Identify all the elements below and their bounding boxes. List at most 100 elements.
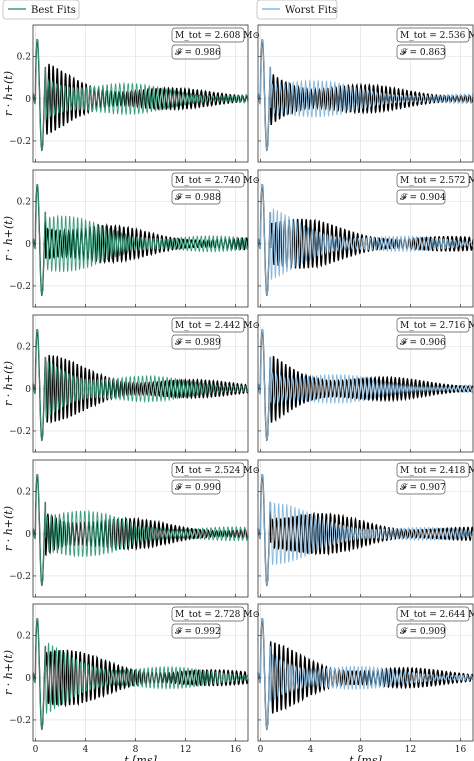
panel-3-worst: M_tot = 2.418 M⊙ 𝓕 = 0.907	[257, 459, 474, 598]
x-tick-label: 8	[358, 745, 364, 755]
x-tick-label: 16	[455, 745, 467, 755]
mtot-annotation: M_tot = 2.716 M⊙	[400, 321, 474, 331]
panel-0-worst: M_tot = 2.536 M⊙ 𝓕 = 0.863	[257, 24, 474, 163]
x-tick-label: 0	[33, 745, 39, 755]
y-tick-label: −0.2	[9, 716, 31, 726]
y-axis-label: r · h+(t)	[2, 506, 15, 551]
match-annotation: 𝓕 = 0.988	[175, 193, 221, 203]
legend-worst: Worst Fits	[256, 0, 338, 20]
panel-frame	[257, 459, 474, 598]
legend-worst-label: Worst Fits	[285, 5, 337, 16]
panel-frame	[257, 24, 474, 163]
best-fit-waveform-line	[32, 183, 249, 296]
x-axis-label: t [ms]	[349, 754, 382, 761]
match-annotation-box	[396, 44, 446, 60]
worst-fit-waveform-line	[257, 38, 474, 151]
y-tick-label: 0	[25, 674, 31, 684]
x-tick-label: 4	[308, 745, 314, 755]
match-annotation: 𝓕 = 0.904	[400, 193, 446, 203]
best-fit-waveform-line	[32, 473, 249, 586]
worst-fit-waveform-line	[257, 183, 474, 296]
match-annotation: 𝓕 = 0.989	[175, 338, 221, 348]
mtot-annotation-box	[171, 27, 245, 43]
panel-frame	[32, 314, 249, 453]
y-axis-label: r · h+(t)	[2, 216, 15, 261]
panel-2-worst: M_tot = 2.716 M⊙ 𝓕 = 0.906	[257, 314, 474, 453]
mtot-annotation-box	[396, 606, 470, 622]
panel-frame	[32, 169, 249, 308]
match-annotation: 𝓕 = 0.906	[400, 338, 446, 348]
reference-waveform-line	[257, 328, 474, 442]
x-tick-label: 12	[180, 745, 191, 755]
mtot-annotation: M_tot = 2.728 M⊙	[175, 610, 260, 620]
y-axis-label: r · h+(t)	[2, 650, 15, 695]
match-annotation: 𝓕 = 0.986	[175, 48, 221, 58]
reference-waveform-line	[32, 617, 249, 731]
y-tick-label: 0.2	[17, 632, 31, 642]
x-tick-label: 16	[230, 745, 242, 755]
worst-fit-waveform-line	[257, 617, 474, 730]
panel-3-best: −0.2 0 0.2r · h+(t) M_tot = 2.524 M⊙ 𝓕 = 0.9…	[2, 459, 260, 598]
best-fit-waveform-line	[32, 38, 249, 151]
match-annotation-box	[396, 189, 446, 205]
panel-1-worst: M_tot = 2.572 M⊙ 𝓕 = 0.904	[257, 169, 474, 308]
match-annotation: 𝓕 = 0.907	[400, 483, 446, 493]
mtot-annotation-box	[171, 172, 245, 188]
mtot-annotation: M_tot = 2.442 M⊙	[175, 321, 260, 331]
panel-frame	[257, 169, 474, 308]
legend-best-box	[2, 0, 80, 20]
x-tick-label: 8	[133, 745, 139, 755]
y-tick-label: 0.2	[17, 488, 31, 498]
worst-fit-waveform-line	[257, 473, 474, 586]
y-tick-label: 0.2	[17, 198, 31, 208]
mtot-annotation: M_tot = 2.536 M⊙	[400, 31, 474, 41]
y-tick-label: 0.2	[17, 53, 31, 63]
panel-2-best: −0.2 0 0.2r · h+(t) M_tot = 2.442 M⊙ 𝓕 = 0.9…	[2, 314, 260, 453]
x-tick-label: 4	[83, 745, 89, 755]
worst-fit-waveform-line	[257, 328, 474, 441]
mtot-annotation: M_tot = 2.572 M⊙	[400, 176, 474, 186]
x-tick-label: 0	[258, 745, 264, 755]
panel-4-best: −0.2 0 0.2r · h+(t) M_tot = 2.728 M⊙ 𝓕 = 0.9…	[2, 603, 260, 742]
x-axis-labels: 0 4 8 12 16 t [ms] 0 4 8 12 16 t [ms]	[33, 745, 467, 761]
match-annotation-box	[171, 479, 221, 495]
match-annotation-box	[171, 44, 221, 60]
y-tick-label: 0	[25, 385, 31, 395]
y-tick-label: 0.2	[17, 343, 31, 353]
match-annotation-box	[171, 189, 221, 205]
mtot-annotation-box	[396, 462, 470, 478]
y-axis-label: r · h+(t)	[2, 361, 15, 406]
legend: Best Fits Worst Fits	[2, 0, 338, 20]
match-annotation: 𝓕 = 0.909	[400, 627, 446, 637]
panel-frame	[32, 603, 249, 742]
panel-frame	[257, 314, 474, 453]
x-axis-label: t [ms]	[124, 754, 157, 761]
mtot-annotation-box	[396, 317, 470, 333]
mtot-annotation: M_tot = 2.524 M⊙	[175, 466, 260, 476]
match-annotation: 𝓕 = 0.992	[175, 627, 221, 637]
x-tick-label: 12	[405, 745, 416, 755]
mtot-annotation-box	[396, 172, 470, 188]
mtot-annotation: M_tot = 2.608 M⊙	[175, 31, 260, 41]
mtot-annotation: M_tot = 2.418 M⊙	[400, 466, 474, 476]
mtot-annotation-box	[396, 27, 470, 43]
panel-0-best: −0.2 0 0.2r · h+(t) M_tot = 2.608 M⊙ 𝓕 = 0.9…	[2, 24, 260, 163]
match-annotation-box	[396, 334, 446, 350]
y-tick-label: −0.2	[9, 137, 31, 147]
y-tick-label: 0	[25, 240, 31, 250]
y-tick-label: −0.2	[9, 427, 31, 437]
mtot-annotation: M_tot = 2.644 M⊙	[400, 610, 474, 620]
y-tick-label: −0.2	[9, 282, 31, 292]
y-tick-label: 0	[25, 95, 31, 105]
mtot-annotation-box	[171, 606, 245, 622]
match-annotation-box	[396, 623, 446, 639]
panel-frame	[257, 603, 474, 742]
match-annotation: 𝓕 = 0.863	[400, 48, 446, 58]
y-tick-label: −0.2	[9, 572, 31, 582]
panel-frame	[32, 24, 249, 163]
legend-worst-box	[256, 0, 338, 20]
mtot-annotation-box	[171, 462, 245, 478]
reference-waveform-line	[32, 328, 249, 442]
panel-frame	[32, 459, 249, 598]
